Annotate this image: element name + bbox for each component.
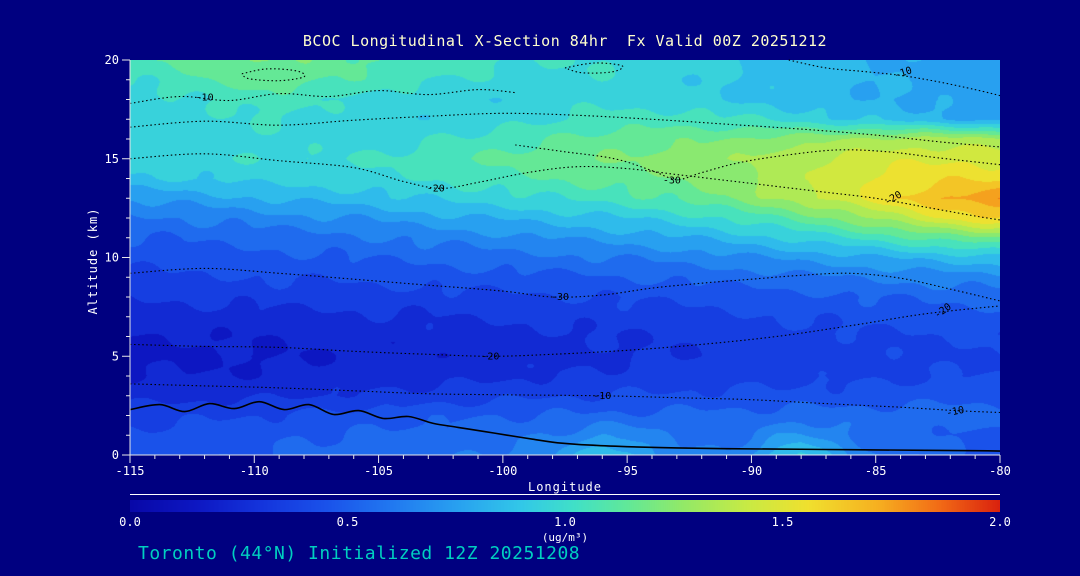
isotherm-contour-label: -10 [893, 65, 914, 81]
contour-field-canvas [130, 60, 1000, 455]
isotherm-contour-label: -20 [481, 351, 499, 362]
isotherm-contour-label: -20 [427, 183, 445, 194]
x-tick-label: -85 [865, 464, 887, 478]
isotherm-contour-line [129, 112, 1001, 148]
isotherm-contour-line [788, 59, 1001, 97]
y-tick-label: 0 [112, 448, 119, 462]
isotherm-contour-line [129, 267, 1001, 302]
isotherm-contour-label: -20 [883, 189, 904, 208]
isotherm-contour-label: -20 [933, 302, 954, 321]
isotherm-contour-line [129, 383, 1001, 414]
x-tick-label: -95 [616, 464, 638, 478]
isotherm-contour-line [241, 68, 306, 82]
colorbar-tick-label: 1.0 [554, 515, 576, 529]
colorbar-tick-label: 1.5 [771, 515, 794, 529]
generated-plot-elements: -10-10-20-20-30-30-20-20-10-1005101520-1… [105, 53, 1011, 478]
isotherm-contour-line [129, 153, 1001, 221]
y-tick-label: 5 [112, 349, 119, 363]
y-tick-label: 20 [105, 53, 119, 67]
x-tick-label: -115 [116, 464, 145, 478]
isotherm-contour-label: -10 [945, 405, 965, 420]
footer-annotation: Toronto (44°N) Initialized 12Z 20251208 [138, 543, 581, 564]
isotherm-contour-line [515, 144, 1001, 181]
x-tick-label: -100 [488, 464, 517, 478]
x-tick-label: -110 [240, 464, 269, 478]
colorbar-separator [130, 494, 1000, 495]
y-tick-label: 10 [105, 251, 119, 265]
isotherm-contour-line [129, 89, 516, 104]
x-tick-label: -105 [364, 464, 393, 478]
colorbar-unit-label: (ug/m³) [541, 531, 589, 544]
isotherm-contour-line [564, 62, 624, 74]
isotherm-contour-label: -10 [593, 391, 611, 402]
colorbar-tick-label: 2.0 [989, 515, 1011, 529]
colorbar-tick-label: 0.0 [119, 515, 141, 529]
x-axis-title: Longitude [528, 480, 602, 494]
chart-title: BCOC Longitudinal X-Section 84hr Fx Vali… [302, 32, 828, 50]
isotherm-contour-line [129, 305, 1001, 357]
colorbar-tick-labels: 0.0 0.5 1.0 1.5 2.0 [119, 515, 1011, 529]
isotherm-contour-label: -30 [551, 292, 569, 303]
colorbar-tick-label: 0.5 [336, 515, 359, 529]
y-tick-label: 15 [105, 152, 119, 166]
isotherm-contour-label: -30 [663, 175, 681, 186]
x-tick-label: -90 [741, 464, 763, 478]
isotherm-contour-label: -10 [196, 93, 214, 104]
x-tick-label: -80 [989, 464, 1011, 478]
terrain-profile-line [129, 400, 1001, 452]
colorbar-gradient [130, 500, 1000, 512]
y-axis-title: Altitude (km) [86, 208, 100, 315]
